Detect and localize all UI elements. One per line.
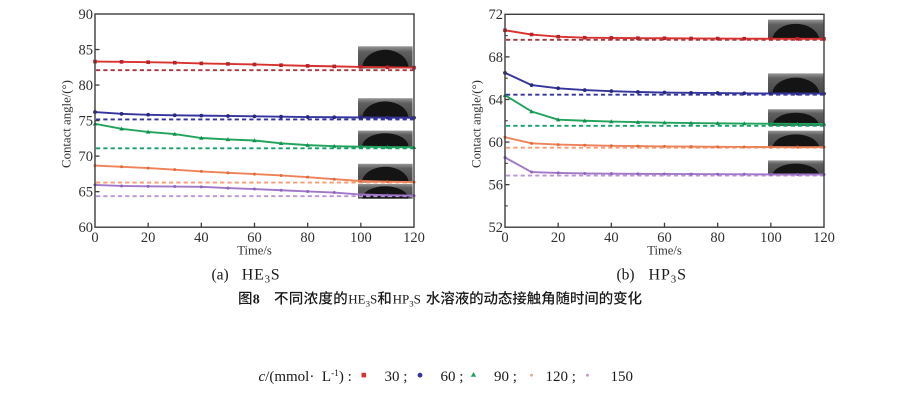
svg-text:68: 68 [489, 50, 504, 66]
svg-text:70: 70 [79, 149, 94, 165]
svg-text:Time/s: Time/s [237, 244, 272, 258]
svg-text:90: 90 [79, 7, 94, 23]
svg-text:30 ;: 30 ; [385, 369, 408, 385]
svg-text:150: 150 [611, 369, 634, 385]
svg-text:60: 60 [489, 135, 504, 151]
svg-text:85: 85 [79, 42, 94, 58]
svg-text:72: 72 [489, 7, 504, 23]
svg-text:60: 60 [79, 220, 94, 236]
svg-text:HE3S: HE3S [242, 266, 281, 285]
svg-text:100: 100 [350, 230, 372, 246]
svg-text:65: 65 [79, 185, 94, 201]
svg-text:HP3S: HP3S [649, 266, 687, 285]
svg-text:0: 0 [91, 230, 98, 246]
svg-text:60: 60 [247, 230, 262, 246]
svg-text:56: 56 [489, 178, 504, 194]
svg-text:80: 80 [300, 230, 315, 246]
svg-text:120: 120 [813, 230, 835, 246]
svg-text:120: 120 [403, 230, 425, 246]
svg-text:c/(mmol· L-1) :: c/(mmol· L-1) : [259, 369, 352, 385]
svg-text:HP3S: HP3S [393, 291, 421, 308]
svg-text:(b): (b) [617, 266, 635, 283]
svg-text:Contact angle/(°): Contact angle/(°) [470, 80, 484, 168]
svg-text:60: 60 [657, 230, 672, 246]
svg-text:64: 64 [489, 92, 504, 108]
svg-text:80: 80 [79, 78, 94, 94]
svg-text:40: 40 [604, 230, 619, 246]
svg-text:Contact angle/(°): Contact angle/(°) [60, 80, 74, 168]
svg-text:75: 75 [79, 114, 94, 130]
svg-text:Time/s: Time/s [647, 244, 682, 258]
svg-text:8: 8 [253, 292, 260, 307]
svg-text:40: 40 [194, 230, 209, 246]
svg-text:HE3S: HE3S [348, 291, 377, 308]
svg-text:80: 80 [710, 230, 725, 246]
svg-text:20: 20 [141, 230, 156, 246]
svg-text:(a): (a) [212, 266, 229, 283]
svg-text:90 ;: 90 ; [494, 369, 517, 385]
svg-text:120 ;: 120 ; [546, 369, 576, 385]
svg-text:52: 52 [489, 220, 504, 236]
svg-text:20: 20 [551, 230, 566, 246]
svg-text:100: 100 [760, 230, 782, 246]
svg-text:60 ;: 60 ; [441, 369, 464, 385]
svg-text:0: 0 [501, 230, 508, 246]
